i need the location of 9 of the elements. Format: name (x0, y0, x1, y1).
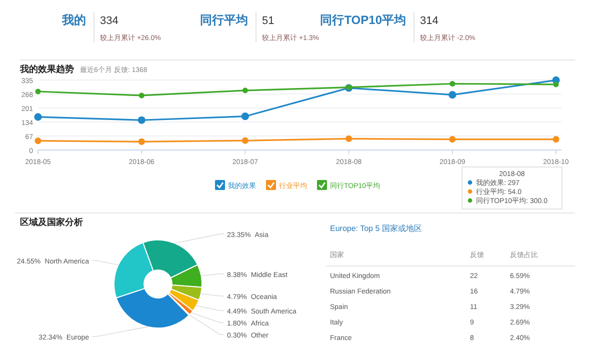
category-label: 同行平均 (200, 13, 248, 27)
chart-title: 我的效果趋势 (19, 64, 74, 74)
text: Europe: Top 5 国家或地区 (330, 224, 422, 233)
category-label: 同行TOP10平均 (320, 13, 406, 27)
category-label: 我的 (61, 13, 86, 27)
data-label: 314 (420, 15, 438, 27)
data-label: 334 (100, 15, 118, 27)
chart-title: 区域及国家分析 (20, 217, 83, 227)
data-label: 51 (262, 15, 274, 27)
